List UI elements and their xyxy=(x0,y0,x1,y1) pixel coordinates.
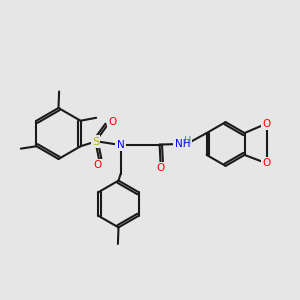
Text: O: O xyxy=(157,163,165,173)
Text: O: O xyxy=(262,158,271,168)
Text: O: O xyxy=(262,119,271,129)
Text: O: O xyxy=(93,160,102,170)
Text: H: H xyxy=(184,136,192,146)
Text: NH: NH xyxy=(175,139,190,149)
Text: O: O xyxy=(109,117,117,127)
Text: N: N xyxy=(117,140,124,150)
Text: S: S xyxy=(92,136,99,147)
